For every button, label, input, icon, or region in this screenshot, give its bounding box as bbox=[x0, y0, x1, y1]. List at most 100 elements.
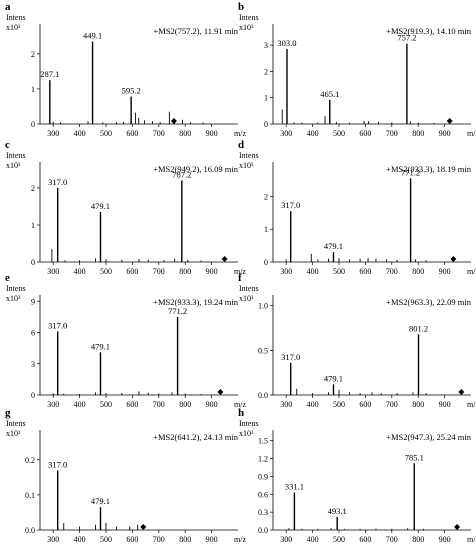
y-tick-label: 2 bbox=[264, 192, 268, 201]
spectrum-title: +MS2(933.3), 18.19 min bbox=[386, 164, 472, 174]
peak-label: 317.0 bbox=[48, 320, 67, 330]
peak-label: 771.2 bbox=[168, 306, 187, 316]
y-axis-label: Intens bbox=[6, 13, 26, 22]
y-axis-label: Intens bbox=[6, 151, 26, 160]
x-tick-label: 700 bbox=[386, 129, 398, 138]
x-tick-label: 500 bbox=[333, 129, 345, 138]
x-tick-label: 300 bbox=[280, 535, 292, 544]
x-axis-unit: m/z bbox=[467, 129, 476, 138]
spectrum-title: +MS2(963.3), 22.09 min bbox=[386, 297, 472, 307]
y-tick-label: 2 bbox=[31, 50, 35, 59]
x-tick-label: 400 bbox=[74, 535, 86, 544]
y-axis-label: Intens bbox=[239, 284, 259, 293]
x-tick-label: 300 bbox=[280, 129, 292, 138]
x-tick-label: 800 bbox=[179, 267, 191, 276]
y-multiplier: x10³ bbox=[6, 294, 21, 303]
x-tick-label: 800 bbox=[179, 400, 191, 409]
peak-label: 479.1 bbox=[91, 496, 110, 506]
y-multiplier: x10³ bbox=[239, 429, 254, 438]
y-axis-label: Intens bbox=[239, 13, 259, 22]
x-tick-label: 300 bbox=[47, 129, 59, 138]
peak-label: 757.2 bbox=[397, 33, 416, 43]
x-tick-label: 500 bbox=[333, 400, 345, 409]
y-tick-label: 0.3 bbox=[258, 508, 268, 517]
x-tick-label: 700 bbox=[386, 535, 398, 544]
x-tick-label: 300 bbox=[280, 267, 292, 276]
x-tick-label: 500 bbox=[100, 129, 112, 138]
x-tick-label: 300 bbox=[47, 400, 59, 409]
y-multiplier: x10³ bbox=[239, 161, 254, 170]
x-tick-label: 800 bbox=[412, 129, 424, 138]
x-tick-label: 600 bbox=[359, 535, 371, 544]
y-axis-label: Intens bbox=[239, 419, 259, 428]
precursor-marker bbox=[217, 389, 224, 395]
x-tick-label: 600 bbox=[359, 267, 371, 276]
y-tick-label: 1 bbox=[31, 85, 35, 94]
peak-label: 317.0 bbox=[48, 177, 67, 187]
x-tick-label: 900 bbox=[439, 129, 451, 138]
y-tick-label: 0.9 bbox=[258, 472, 268, 481]
x-tick-label: 300 bbox=[47, 267, 59, 276]
x-tick-label: 700 bbox=[153, 535, 165, 544]
x-tick-label: 500 bbox=[100, 535, 112, 544]
peak-label: 317.0 bbox=[281, 200, 300, 210]
precursor-marker bbox=[140, 524, 147, 530]
x-tick-label: 900 bbox=[206, 535, 218, 544]
y-tick-label: 1.5 bbox=[258, 437, 268, 446]
spectrum-title: +MS2(641.2), 24.13 min bbox=[153, 432, 239, 442]
x-tick-label: 700 bbox=[153, 267, 165, 276]
y-axis-label: Intens bbox=[6, 419, 26, 428]
y-tick-label: 0 bbox=[31, 120, 35, 129]
y-tick-label: 2 bbox=[264, 67, 268, 76]
peak-label: 317.0 bbox=[281, 352, 300, 362]
peak-label: 801.2 bbox=[409, 323, 428, 333]
y-tick-label: 3 bbox=[31, 360, 35, 369]
peak-label: 465.1 bbox=[320, 89, 339, 99]
x-tick-label: 400 bbox=[307, 400, 319, 409]
y-multiplier: x10³ bbox=[6, 161, 21, 170]
y-multiplier: x10³ bbox=[239, 294, 254, 303]
x-tick-label: 600 bbox=[126, 535, 138, 544]
panel-letter: e bbox=[5, 272, 10, 284]
precursor-marker bbox=[170, 118, 177, 124]
x-tick-label: 400 bbox=[307, 267, 319, 276]
x-axis-unit: m/z bbox=[234, 129, 246, 138]
y-tick-label: 0 bbox=[31, 391, 35, 400]
panel-letter: c bbox=[5, 139, 10, 151]
x-tick-label: 500 bbox=[100, 400, 112, 409]
panel-letter: f bbox=[238, 272, 242, 284]
x-tick-label: 800 bbox=[412, 535, 424, 544]
x-tick-label: 900 bbox=[206, 400, 218, 409]
panel-letter: b bbox=[238, 1, 244, 13]
y-tick-label: 0.0 bbox=[258, 391, 268, 400]
precursor-marker bbox=[446, 118, 453, 124]
y-tick-label: 1 bbox=[31, 221, 35, 230]
x-tick-label: 800 bbox=[412, 267, 424, 276]
y-axis-label: Intens bbox=[239, 151, 259, 160]
peak-label: 785.1 bbox=[405, 452, 424, 462]
precursor-marker bbox=[221, 256, 228, 262]
panel-letter: d bbox=[238, 139, 244, 151]
y-tick-label: 0 bbox=[31, 258, 35, 267]
peak-label: 787.2 bbox=[172, 170, 191, 180]
x-axis-unit: m/z bbox=[467, 400, 476, 409]
x-axis-unit: m/z bbox=[234, 400, 246, 409]
y-multiplier: x10³ bbox=[6, 23, 21, 32]
peak-label: 449.1 bbox=[83, 31, 102, 41]
x-tick-label: 900 bbox=[439, 535, 451, 544]
y-multiplier: x10³ bbox=[239, 23, 254, 32]
y-tick-label: 0.0 bbox=[25, 526, 35, 535]
x-axis-unit: m/z bbox=[467, 535, 476, 544]
peak-label: 303.0 bbox=[277, 38, 296, 48]
y-tick-label: 1 bbox=[264, 94, 268, 103]
y-tick-label: 0.2 bbox=[25, 456, 35, 465]
spectrum-title: +MS2(949.2), 16.09 min bbox=[153, 164, 239, 174]
x-tick-label: 700 bbox=[153, 129, 165, 138]
peak-label: 771.2 bbox=[401, 167, 420, 177]
y-tick-label: 0.6 bbox=[258, 490, 268, 499]
x-tick-label: 700 bbox=[386, 267, 398, 276]
